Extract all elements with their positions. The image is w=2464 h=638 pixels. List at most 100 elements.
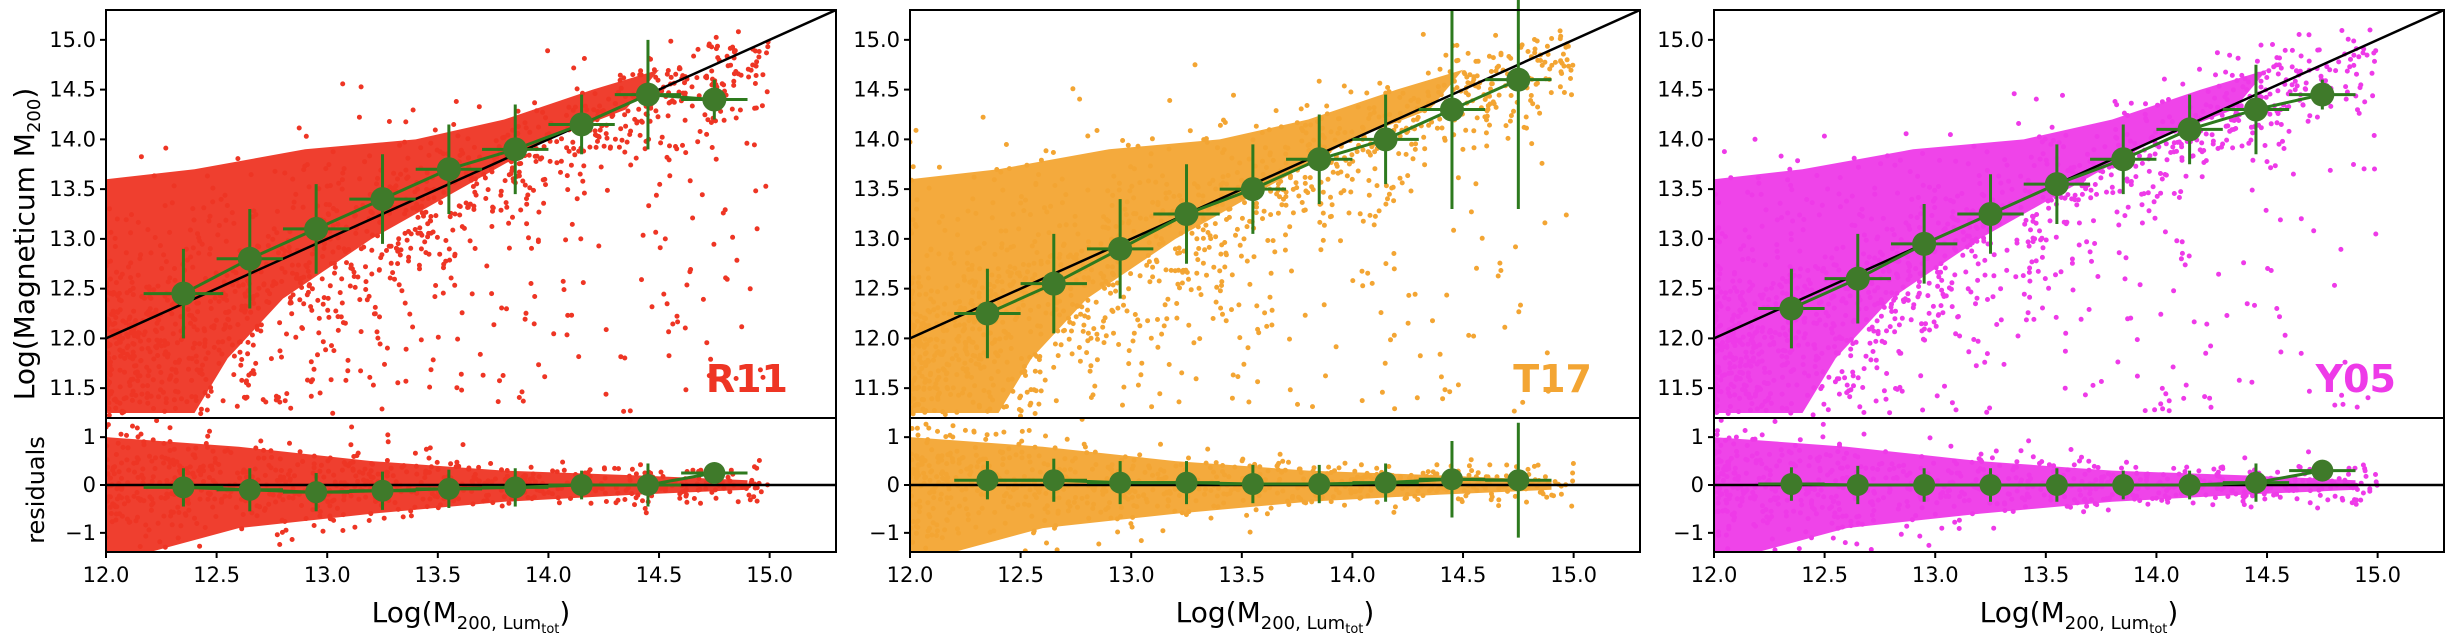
resid-binned-point [636, 474, 659, 496]
resid-binned-point [1308, 473, 1331, 496]
resid-y-tick-label: 0 [83, 473, 96, 497]
one-to-one-line [106, 10, 836, 340]
x-tick-label: 15.0 [1550, 563, 1597, 587]
y-tick-label: 11.5 [853, 376, 900, 400]
y-tick-label: 11.5 [49, 376, 96, 400]
y-tick-label: 14.5 [49, 78, 96, 102]
resid-binned-point [2311, 459, 2334, 482]
scatter-density [910, 69, 1463, 413]
resid-y-tick-label: 0 [887, 473, 900, 497]
scatter-cloud-main [1714, 27, 2379, 418]
one-to-one-line [1714, 10, 2444, 340]
x-tick-label: 12.0 [887, 563, 934, 587]
resid-binned-point [2244, 471, 2267, 494]
resid-binned-point [2112, 474, 2135, 496]
panel-y05: 11.5 12.0 12.5 13.0 13.5 14.0 14.5 15.0 −1 0 1 12.0… [1657, 9, 2445, 637]
y-tick-label: 14.0 [1657, 127, 1704, 151]
resid-binned-point [1042, 469, 1065, 492]
y-tick-label: 12.0 [853, 326, 900, 350]
binned-series-resid [143, 462, 748, 512]
scatter-density [1714, 69, 2267, 413]
x-tick-label: 14.0 [2133, 563, 2180, 587]
resid-binned-point [1440, 468, 1463, 491]
resid-binned-point [1780, 473, 1803, 496]
binned-point [1506, 67, 1531, 92]
resid-density [106, 437, 748, 552]
resid-y-tick-label: 1 [887, 425, 900, 449]
x-tick-label: 15.0 [746, 563, 793, 587]
ylabel-main: Log(Magneticum M200) [8, 88, 45, 401]
binned-point [237, 246, 262, 271]
resid-binned-point [1109, 471, 1132, 494]
binned-point [2044, 172, 2069, 197]
x-tick-label: 14.5 [1440, 563, 1487, 587]
binned-point [171, 281, 196, 306]
resid-binned-point [1241, 473, 1264, 496]
resid-y-tick-label: −1 [869, 521, 900, 545]
y-tick-label: 14.5 [853, 78, 900, 102]
scatter-cloud-main [106, 29, 771, 418]
y-tick-label: 12.5 [853, 277, 900, 301]
x-tick-label: 13.0 [1912, 563, 1959, 587]
resid-y-tick-label: 1 [1691, 425, 1704, 449]
x-tick-label: 14.5 [2244, 563, 2291, 587]
y-tick-label: 12.0 [1657, 326, 1704, 350]
binned-point [1174, 202, 1199, 226]
y-tick-label: 15.0 [1657, 28, 1704, 52]
y-tick-label: 14.5 [1657, 78, 1704, 102]
x-tick-label: 12.5 [997, 563, 1044, 587]
binned-point [1779, 296, 1804, 321]
x-tick-label: 13.5 [1218, 563, 1265, 587]
x-axis-label: Log(M200, Lumtot) [1980, 596, 2179, 637]
binned-point [702, 87, 727, 112]
binned-point [1108, 236, 1133, 261]
binned-point [1373, 127, 1398, 152]
resid-binned-point [504, 476, 527, 499]
panel-label: T17 [1513, 357, 1592, 401]
binned-point [2177, 117, 2202, 142]
y-tick-label: 14.0 [853, 127, 900, 151]
resid-binned-point [1374, 471, 1397, 494]
x-tick-label: 13.5 [2022, 563, 2069, 587]
x-tick-label: 14.5 [636, 563, 683, 587]
resid-binned-point [172, 476, 195, 499]
binned-point [1041, 271, 1066, 296]
panel-label: Y05 [2315, 357, 2396, 401]
binned-series-main [954, 0, 1552, 359]
resid-binned-point [2178, 474, 2201, 496]
binned-point [304, 216, 329, 241]
binned-point [569, 112, 594, 137]
resid-binned-point [1175, 471, 1198, 494]
ylabel-resid: residuals [22, 436, 50, 544]
binned-point [1912, 231, 1937, 256]
binned-series-resid [954, 422, 1552, 538]
x-tick-label: 12.5 [1801, 563, 1848, 587]
binned-point [1240, 177, 1265, 202]
resid-binned-point [703, 462, 726, 485]
panel-r11: 11.5 12.0 12.5 13.0 13.5 14.0 14.5 15.0 −1 0 1 12.0… [49, 9, 837, 637]
y-tick-label: 11.5 [1657, 376, 1704, 400]
panel-t17: 11.5 12.0 12.5 13.0 13.5 14.0 14.5 15.0 −1 0 1 12.0… [853, 0, 1641, 637]
x-tick-label: 12.5 [193, 563, 240, 587]
x-tick-label: 13.0 [1108, 563, 1155, 587]
binned-series-main [1758, 64, 2356, 349]
x-tick-label: 14.0 [525, 563, 572, 587]
y-tick-label: 13.5 [49, 177, 96, 201]
binned-point [1307, 147, 1332, 172]
y-tick-label: 14.0 [49, 127, 96, 151]
resid-binned-point [305, 481, 328, 504]
binned-point [370, 187, 395, 212]
y-tick-label: 12.5 [49, 277, 96, 301]
y-tick-label: 15.0 [853, 28, 900, 52]
binned-point [2310, 82, 2335, 107]
x-tick-label: 13.5 [414, 563, 461, 587]
x-axis-label: Log(M200, Lumtot) [1176, 596, 1375, 637]
binned-point [1978, 202, 2003, 226]
resid-density [1714, 437, 2356, 552]
x-tick-label: 12.0 [1691, 563, 1738, 587]
binned-point [1845, 266, 1870, 291]
resid-y-tick-label: −1 [1673, 521, 1704, 545]
resid-binned-point [1846, 474, 1869, 496]
scatter-density [106, 69, 659, 413]
